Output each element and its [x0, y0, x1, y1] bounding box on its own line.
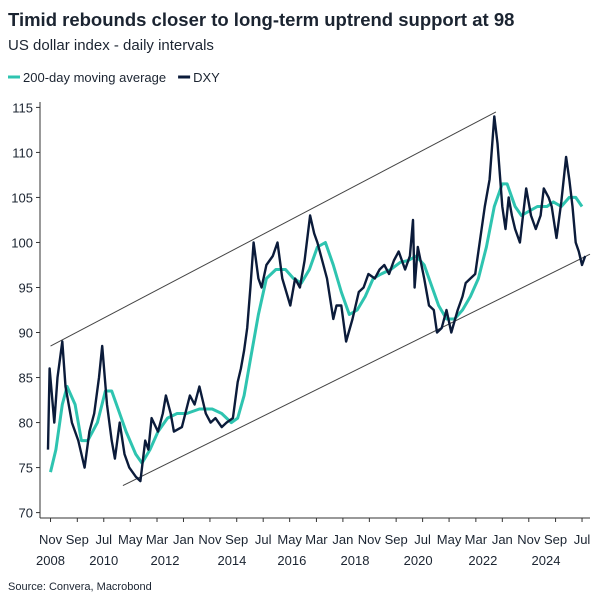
x-tick-label: May: [277, 532, 302, 547]
x-tick-label: Jan: [492, 532, 513, 547]
x-tick-label: Sep: [66, 532, 89, 547]
series-line: [46, 115, 587, 483]
x-tick-label: Jul: [255, 532, 272, 547]
x-year-label: 2020: [404, 553, 433, 568]
y-tick-label: 110: [12, 145, 33, 160]
legend-label: 200-day moving average: [23, 70, 166, 85]
x-tick-label: Nov: [198, 532, 222, 547]
x-year-label: 2014: [217, 553, 246, 568]
trend-channel: [50, 111, 497, 347]
x-tick-label: Jan: [332, 532, 353, 547]
chart-title: Timid rebounds closer to long-term uptre…: [8, 9, 514, 30]
x-tick-label: May: [437, 532, 462, 547]
x-tick-label: Jan: [173, 532, 194, 547]
x-year-label: 2024: [532, 553, 561, 568]
trend-channel: [122, 253, 591, 487]
source: Source: Convera, Macrobond: [8, 581, 152, 593]
y-tick-label: 90: [19, 326, 33, 341]
x-tick-label: Mar: [465, 532, 488, 547]
y-tick-label: 100: [11, 235, 33, 250]
x-tick-label: Sep: [225, 532, 248, 547]
legend-label: DXY: [193, 70, 220, 85]
chart-subtitle: US dollar index - daily intervals: [8, 37, 214, 54]
x-tick-label: Nov: [358, 532, 382, 547]
y-tick-label: 115: [12, 100, 33, 115]
legend: 200-day moving average DXY: [8, 70, 220, 85]
x-tick-label: Mar: [146, 532, 169, 547]
x-tick-label: Jul: [574, 532, 591, 547]
x-tick-label: Nov: [39, 532, 63, 547]
y-tick-label: 75: [19, 461, 33, 476]
y-tick-label: 80: [19, 416, 33, 431]
x-year-label: 2010: [89, 553, 118, 568]
x-tick-label: Mar: [305, 532, 328, 547]
x-year-label: 2016: [277, 553, 306, 568]
x-tick-label: Jul: [95, 532, 112, 547]
x-year-label: 2018: [341, 553, 370, 568]
y-tick-label: 85: [19, 371, 33, 386]
y-tick-label: 70: [19, 506, 33, 521]
x-year-label: 2022: [468, 553, 497, 568]
x-tick-label: Jul: [414, 532, 431, 547]
x-tick-label: May: [118, 532, 143, 547]
x-year-label: 2012: [151, 553, 180, 568]
x-year-label: 2008: [36, 553, 65, 568]
y-tick-label: 105: [11, 190, 33, 205]
x-tick-label: Sep: [544, 532, 567, 547]
series-line: [49, 182, 584, 473]
x-tick-label: Nov: [517, 532, 541, 547]
y-tick-label: 95: [19, 280, 33, 295]
x-tick-label: Sep: [385, 532, 408, 547]
